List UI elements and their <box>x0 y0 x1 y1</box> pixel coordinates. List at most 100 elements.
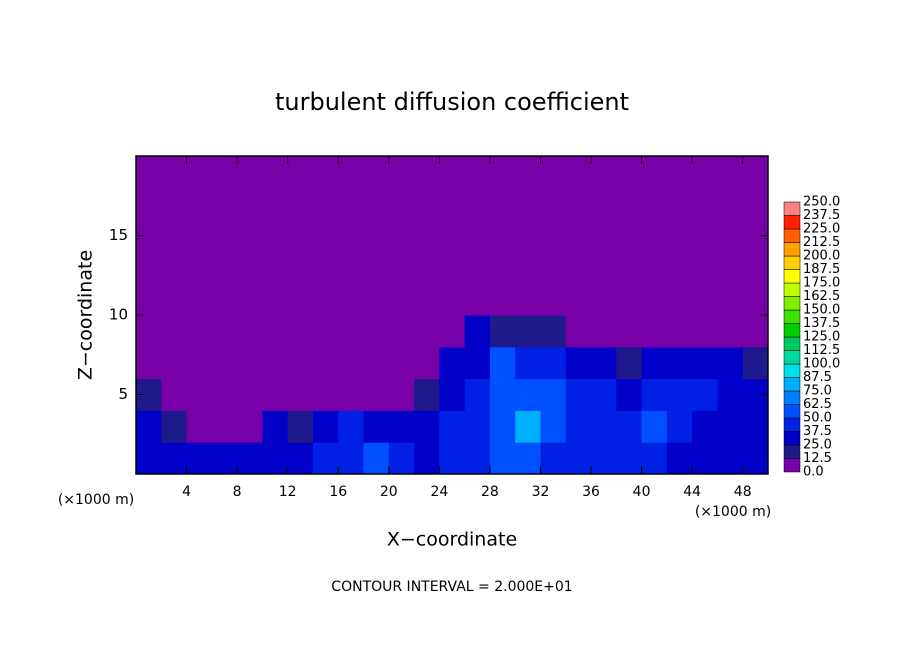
field-cell <box>464 410 491 443</box>
field-cell <box>666 378 693 411</box>
field-cell <box>666 410 693 443</box>
colorbar-label: 75.0 <box>803 384 832 399</box>
field-cell <box>363 410 390 443</box>
field-cell <box>388 219 415 252</box>
field-cell <box>262 410 289 443</box>
field-cell <box>186 156 213 189</box>
colorbar-label: 100.0 <box>803 357 840 372</box>
field-cell <box>414 219 440 252</box>
field-cell <box>692 442 718 475</box>
field-cell <box>742 442 769 475</box>
field-cell <box>464 219 491 252</box>
field-cell <box>641 187 668 221</box>
field-cell <box>641 283 668 316</box>
field-cell <box>287 187 314 221</box>
field-cell <box>237 283 263 316</box>
field-cell <box>591 378 617 411</box>
field-cell <box>262 378 289 411</box>
field-cell <box>439 156 466 189</box>
field-cell <box>186 251 213 284</box>
field-cell <box>616 346 643 380</box>
field-cell <box>287 219 314 252</box>
field-cell <box>312 315 339 348</box>
field-cell <box>186 315 213 348</box>
field-cell <box>338 410 365 443</box>
colorbar-band <box>783 282 801 297</box>
field-cell <box>262 315 289 348</box>
field-cell <box>464 442 491 475</box>
field-cell <box>211 442 238 475</box>
colorbar-band <box>783 242 801 257</box>
field-cell <box>211 410 238 443</box>
colorbar-label: 37.5 <box>803 424 832 439</box>
field-cell <box>565 219 592 252</box>
field-cell <box>414 410 440 443</box>
field-cell <box>515 346 541 380</box>
x-tick-label: 8 <box>233 484 242 500</box>
field-cell <box>237 251 263 284</box>
field-cell <box>237 378 263 411</box>
field-cell <box>312 442 339 475</box>
field-cell <box>211 283 238 316</box>
field-cell <box>388 156 415 189</box>
colorbar-label: 137.5 <box>803 316 840 331</box>
colorbar-band <box>783 404 801 419</box>
field-cell <box>464 378 491 411</box>
field-cell <box>717 187 744 221</box>
field-cell <box>616 410 643 443</box>
x-tick-label: 20 <box>380 484 398 500</box>
field-cell <box>363 251 390 284</box>
field-cell <box>641 251 668 284</box>
field-cell <box>338 442 365 475</box>
field-cell <box>489 410 516 443</box>
x-tick-label: 36 <box>582 484 600 500</box>
field-cell <box>464 315 491 348</box>
field-cell <box>211 378 238 411</box>
y-unit-label: (×1000 m) <box>58 492 134 508</box>
field-cell <box>666 442 693 475</box>
colorbar-label: 150.0 <box>803 303 840 318</box>
field-cell <box>540 251 567 284</box>
field-cell <box>211 187 238 221</box>
field-cell <box>666 156 693 189</box>
x-unit-label: (×1000 m) <box>695 504 771 520</box>
field-cell <box>136 283 162 316</box>
field-cell <box>363 187 390 221</box>
colorbar-label: 87.5 <box>803 370 832 385</box>
field-cell <box>414 187 440 221</box>
colorbar-band <box>783 444 801 459</box>
colorbar-label: 0.0 <box>803 465 824 480</box>
field-cell <box>717 410 744 443</box>
field-cell <box>591 219 617 252</box>
field-cell <box>312 283 339 316</box>
field-cell <box>666 346 693 380</box>
field-cell <box>136 346 162 380</box>
field-cell <box>515 283 541 316</box>
field-cell <box>262 219 289 252</box>
field-cell <box>692 378 718 411</box>
field-cell <box>591 410 617 443</box>
field-cell <box>439 346 466 380</box>
colorbar-band <box>783 390 801 405</box>
field-cell <box>363 346 390 380</box>
field-cell <box>464 251 491 284</box>
field-cell <box>641 219 668 252</box>
field-cell <box>136 442 162 475</box>
field-cell <box>540 378 567 411</box>
field-cell <box>363 219 390 252</box>
field-cell <box>363 378 390 411</box>
field-cell <box>312 187 339 221</box>
field-cell <box>692 156 718 189</box>
field-cell <box>161 283 188 316</box>
field-cell <box>515 251 541 284</box>
field-cell <box>565 251 592 284</box>
field-cell <box>641 410 668 443</box>
field-cell <box>287 315 314 348</box>
x-tick-label: 4 <box>182 484 191 500</box>
field-cell <box>414 156 440 189</box>
field-cell <box>414 283 440 316</box>
field-cell <box>692 315 718 348</box>
field-cell <box>742 156 769 189</box>
colorbar-band <box>783 215 801 230</box>
